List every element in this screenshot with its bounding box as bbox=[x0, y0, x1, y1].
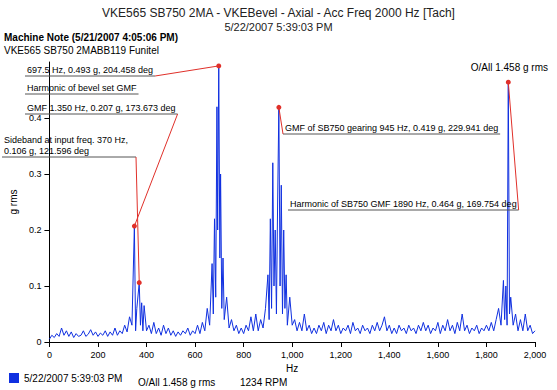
svg-text:2,000: 2,000 bbox=[524, 350, 547, 360]
svg-text:600: 600 bbox=[188, 350, 203, 360]
svg-text:GMF 1.350 Hz, 0.207 g, 173.673: GMF 1.350 Hz, 0.207 g, 173.673 deg bbox=[27, 103, 176, 113]
svg-text:5/22/2007 5:39:03 PM: 5/22/2007 5:39:03 PM bbox=[24, 373, 122, 384]
svg-text:0.1: 0.1 bbox=[29, 281, 42, 291]
svg-text:Harmonic of bevel set GMF: Harmonic of bevel set GMF bbox=[27, 83, 137, 93]
svg-text:Machine Note (5/21/2007 4:05:0: Machine Note (5/21/2007 4:05:06 PM) bbox=[4, 32, 178, 43]
svg-text:GMF of SB750 gearing 945 Hz, 0: GMF of SB750 gearing 945 Hz, 0.419 g, 22… bbox=[285, 123, 498, 133]
svg-text:Harmonic of SB750 GMF 1890 Hz,: Harmonic of SB750 GMF 1890 Hz, 0.464 g, … bbox=[290, 199, 517, 209]
svg-text:0.2: 0.2 bbox=[29, 225, 42, 235]
svg-text:1,600: 1,600 bbox=[427, 350, 450, 360]
svg-text:400: 400 bbox=[139, 350, 154, 360]
svg-text:0: 0 bbox=[47, 350, 52, 360]
svg-text:Hz: Hz bbox=[286, 363, 298, 374]
svg-text:0: 0 bbox=[36, 337, 41, 347]
svg-text:Sideband at input freq. 370 Hz: Sideband at input freq. 370 Hz, bbox=[4, 135, 131, 145]
svg-text:1,400: 1,400 bbox=[378, 350, 401, 360]
svg-text:1,000: 1,000 bbox=[281, 350, 304, 360]
svg-text:0.3: 0.3 bbox=[29, 169, 42, 179]
svg-text:O/All 1.458 g rms: O/All 1.458 g rms bbox=[138, 377, 215, 388]
svg-text:1234 RPM: 1234 RPM bbox=[240, 377, 287, 388]
svg-text:697.5 Hz, 0.493 g, 204.458 deg: 697.5 Hz, 0.493 g, 204.458 deg bbox=[27, 65, 153, 75]
svg-text:VKE565 SB750 2MA - VKEBevel -: VKE565 SB750 2MA - VKEBevel - Axial - Ac… bbox=[102, 6, 455, 20]
svg-text:O/All 1.458 g rms: O/All 1.458 g rms bbox=[471, 62, 548, 73]
svg-text:5/22/2007 5:39:03 PM: 5/22/2007 5:39:03 PM bbox=[224, 21, 332, 33]
svg-text:800: 800 bbox=[236, 350, 251, 360]
svg-text:0.106 g, 121.596 deg: 0.106 g, 121.596 deg bbox=[4, 146, 89, 156]
svg-text:0.4: 0.4 bbox=[28, 113, 42, 123]
svg-text:VKE565 SB750 2MABB119 Funitel: VKE565 SB750 2MABB119 Funitel bbox=[4, 45, 159, 56]
svg-text:g rms: g rms bbox=[8, 190, 19, 215]
svg-text:1,800: 1,800 bbox=[475, 350, 498, 360]
svg-text:1,200: 1,200 bbox=[329, 350, 352, 360]
svg-text:200: 200 bbox=[90, 350, 105, 360]
